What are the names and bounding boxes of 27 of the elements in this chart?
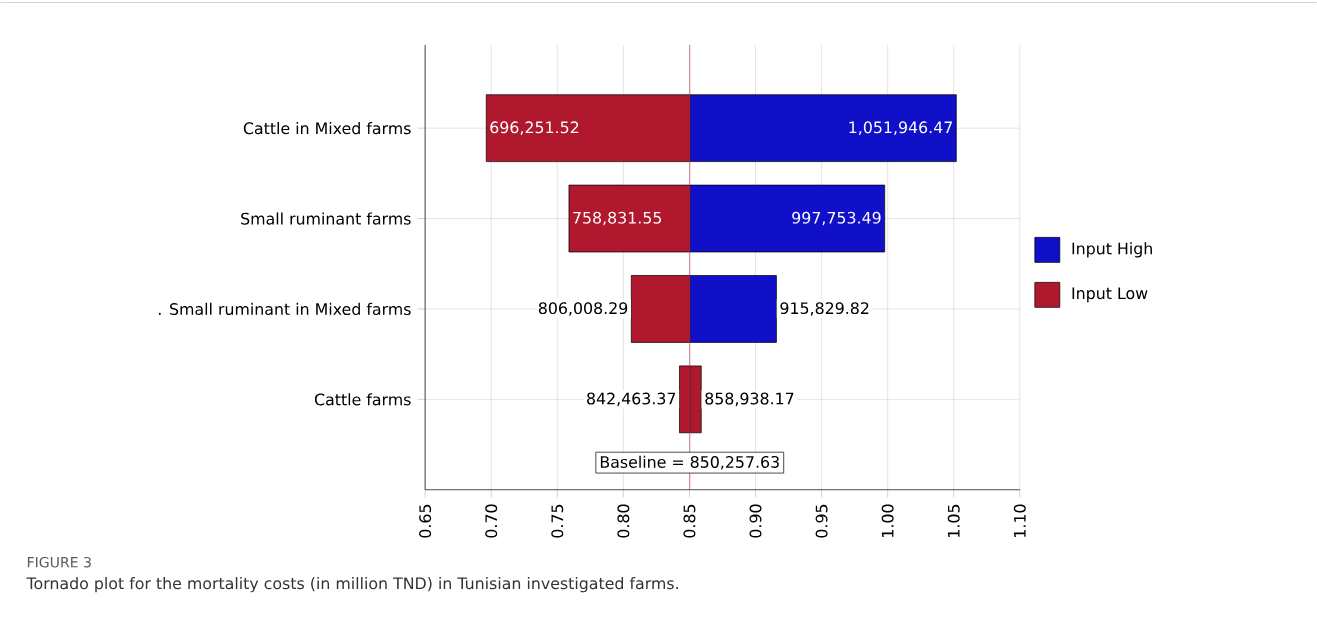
x-tick-label: 0.65 [419, 504, 432, 538]
x-tick-label: 1.10 [1013, 504, 1026, 538]
y-tick-label: Small ruminant farms [241, 212, 411, 225]
legend-label: Input High [1072, 242, 1152, 258]
x-tick-label: 0.75 [551, 504, 564, 538]
annotation: 696,251.52 [490, 121, 579, 136]
y-tick-label: . Small ruminant in Mixed farms [158, 302, 411, 316]
x-tick-label: 0.90 [749, 504, 762, 538]
x-tick-label: 0.95 [815, 504, 828, 538]
annotation: 997,753.49 [792, 211, 881, 226]
legend-label: Input Low [1072, 287, 1148, 303]
annotation: 858,938.17 [705, 392, 794, 407]
annotation: 806,008.29 [538, 302, 628, 316]
x-tick-label: 1.05 [947, 504, 960, 538]
text: Tornado plot for the mortality costs (in million TND) in Tunisian investigated farms. [26, 577, 678, 593]
annotation: 758,831.55 [573, 211, 662, 226]
x-tick-label: 0.80 [617, 504, 630, 538]
x-tick-label: 1.00 [881, 504, 894, 538]
annotation: 915,829.82 [780, 302, 869, 316]
caption: FIGURE 3 [27, 557, 91, 568]
x-tick-label: 0.70 [485, 504, 498, 538]
y-tick-label: Cattle farms [314, 393, 411, 406]
annotation: 842,463.37 [587, 392, 676, 407]
x-tick-label: 0.85 [683, 504, 696, 538]
y-tick-label: Cattle in Mixed farms [243, 122, 411, 135]
annotation: 1,051,946.47 [849, 121, 952, 136]
ref-line-label: Baseline = 850,257.63 [600, 455, 779, 470]
